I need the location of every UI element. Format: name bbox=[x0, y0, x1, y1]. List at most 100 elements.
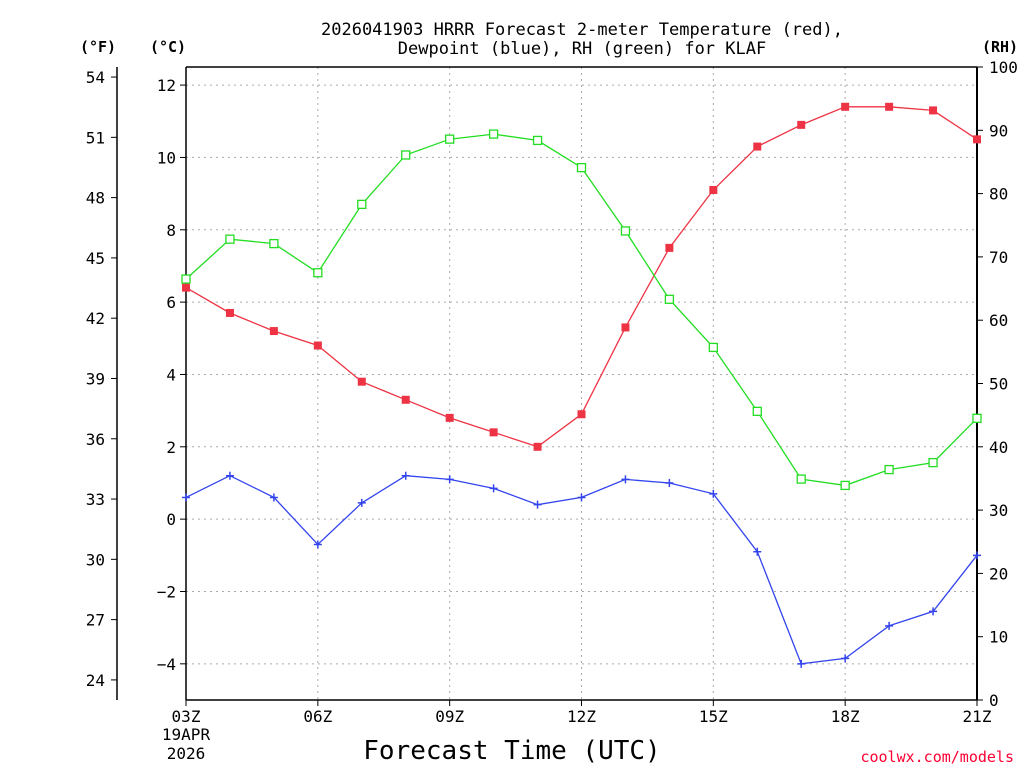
temperature-marker bbox=[401, 395, 410, 404]
fahrenheit-tick-label: 36 bbox=[86, 430, 105, 449]
fahrenheit-unit-label: (°F) bbox=[80, 38, 116, 56]
celsius-tick-label: 8 bbox=[166, 221, 176, 240]
dewpoint-marker bbox=[401, 471, 410, 480]
x-tick-label: 06Z bbox=[303, 707, 332, 726]
fahrenheit-tick-label: 30 bbox=[86, 550, 105, 569]
tick-labels: 121086420−2−4545148454239363330272410090… bbox=[86, 58, 1018, 726]
celsius-unit-label: (°C) bbox=[150, 38, 186, 56]
celsius-tick-label: 6 bbox=[166, 293, 176, 312]
temperature-marker bbox=[445, 413, 454, 422]
rh-tick-label: 50 bbox=[989, 375, 1008, 394]
dewpoint-marker bbox=[182, 493, 190, 502]
rh-tick-label: 90 bbox=[989, 121, 1008, 140]
temperature-marker bbox=[313, 341, 322, 350]
rh-tick-label: 100 bbox=[989, 58, 1018, 77]
rh-line bbox=[185, 133, 978, 487]
temperature-marker bbox=[929, 106, 938, 115]
dewpoint-marker bbox=[621, 475, 630, 484]
rh-marker bbox=[532, 135, 543, 146]
rh-marker bbox=[620, 226, 631, 236]
dewpoint-marker bbox=[753, 547, 762, 556]
x-tick-label: 21Z bbox=[963, 707, 992, 726]
dewpoint-line bbox=[185, 474, 978, 665]
temperature-marker bbox=[533, 442, 542, 451]
rh-marker bbox=[664, 294, 675, 304]
rh-unit-label: (RH) bbox=[982, 38, 1018, 56]
fahrenheit-tick-label: 33 bbox=[86, 490, 105, 509]
rh-marker bbox=[972, 413, 982, 423]
data-series bbox=[181, 102, 982, 668]
rh-marker bbox=[928, 457, 938, 468]
temperature-marker bbox=[269, 327, 278, 336]
rh-tick-label: 20 bbox=[989, 564, 1008, 583]
rh-marker bbox=[445, 134, 455, 144]
chart-title-line-1: 2026041903 HRRR Forecast 2-meter Tempera… bbox=[321, 20, 843, 40]
dewpoint-marker bbox=[357, 498, 366, 507]
dewpoint-marker bbox=[709, 489, 718, 498]
watermark-link[interactable]: coolwx.com/models bbox=[860, 748, 1014, 766]
dewpoint-marker bbox=[885, 621, 894, 630]
dewpoint-marker bbox=[841, 654, 850, 663]
chart-title-line-2: Dewpoint (blue), RH (green) for KLAF bbox=[398, 39, 766, 59]
x-tick-label: 15Z bbox=[699, 707, 728, 726]
dewpoint-marker bbox=[797, 659, 806, 668]
rh-marker bbox=[181, 274, 191, 284]
rh-tick-label: 80 bbox=[989, 185, 1008, 204]
temperature-marker bbox=[841, 102, 850, 111]
temperature-marker bbox=[885, 102, 894, 111]
rh-marker bbox=[488, 129, 499, 139]
temperature-marker bbox=[577, 410, 586, 419]
temperature-marker bbox=[665, 243, 674, 252]
dewpoint-marker bbox=[269, 493, 278, 502]
rh-marker bbox=[884, 464, 894, 475]
gridlines bbox=[185, 67, 978, 700]
temperature-marker bbox=[489, 428, 498, 437]
celsius-tick-label: 0 bbox=[166, 510, 176, 529]
rh-marker bbox=[708, 342, 718, 353]
temperature-marker bbox=[797, 120, 806, 129]
fahrenheit-tick-label: 45 bbox=[86, 249, 105, 268]
rh-tick-label: 10 bbox=[989, 628, 1008, 647]
celsius-tick-label: −2 bbox=[157, 582, 176, 601]
dewpoint-marker bbox=[313, 540, 322, 549]
rh-marker bbox=[401, 150, 411, 160]
temperature-marker bbox=[225, 308, 234, 317]
x-tick-label: 18Z bbox=[831, 707, 860, 726]
dewpoint-marker bbox=[929, 607, 938, 616]
temperature-marker bbox=[709, 185, 718, 194]
rh-tick-label: 0 bbox=[989, 691, 999, 710]
rh-marker bbox=[225, 234, 235, 244]
x-axis-title: Forecast Time (UTC) bbox=[363, 736, 660, 766]
axes bbox=[111, 66, 983, 706]
x-tick-label: 09Z bbox=[435, 707, 464, 726]
rh-marker bbox=[313, 268, 323, 278]
rh-marker bbox=[269, 238, 279, 249]
dewpoint-marker bbox=[577, 493, 586, 502]
fahrenheit-tick-label: 48 bbox=[86, 189, 105, 208]
temperature-marker bbox=[182, 283, 190, 292]
rh-tick-label: 30 bbox=[989, 501, 1008, 520]
celsius-tick-label: 4 bbox=[166, 365, 176, 384]
celsius-tick-label: 2 bbox=[166, 438, 176, 457]
date-label-year: 2026 bbox=[167, 744, 206, 763]
rh-tick-label: 60 bbox=[989, 311, 1008, 330]
dewpoint-marker bbox=[973, 551, 981, 560]
celsius-tick-label: −4 bbox=[157, 655, 176, 674]
x-tick-label: 12Z bbox=[567, 707, 596, 726]
celsius-tick-label: 12 bbox=[157, 76, 176, 95]
dewpoint-marker bbox=[489, 484, 498, 493]
dewpoint-marker bbox=[445, 475, 454, 484]
rh-marker bbox=[752, 406, 762, 417]
temperature-marker bbox=[973, 135, 981, 144]
fahrenheit-tick-label: 51 bbox=[86, 128, 105, 147]
dewpoint-marker bbox=[225, 471, 234, 480]
rh-tick-label: 40 bbox=[989, 438, 1008, 457]
fahrenheit-tick-label: 24 bbox=[86, 671, 105, 690]
rh-marker bbox=[576, 162, 587, 173]
dewpoint-marker bbox=[533, 500, 542, 509]
date-label-month: 19APR bbox=[162, 725, 211, 744]
dewpoint-marker bbox=[665, 478, 674, 487]
fahrenheit-tick-label: 27 bbox=[86, 611, 105, 630]
